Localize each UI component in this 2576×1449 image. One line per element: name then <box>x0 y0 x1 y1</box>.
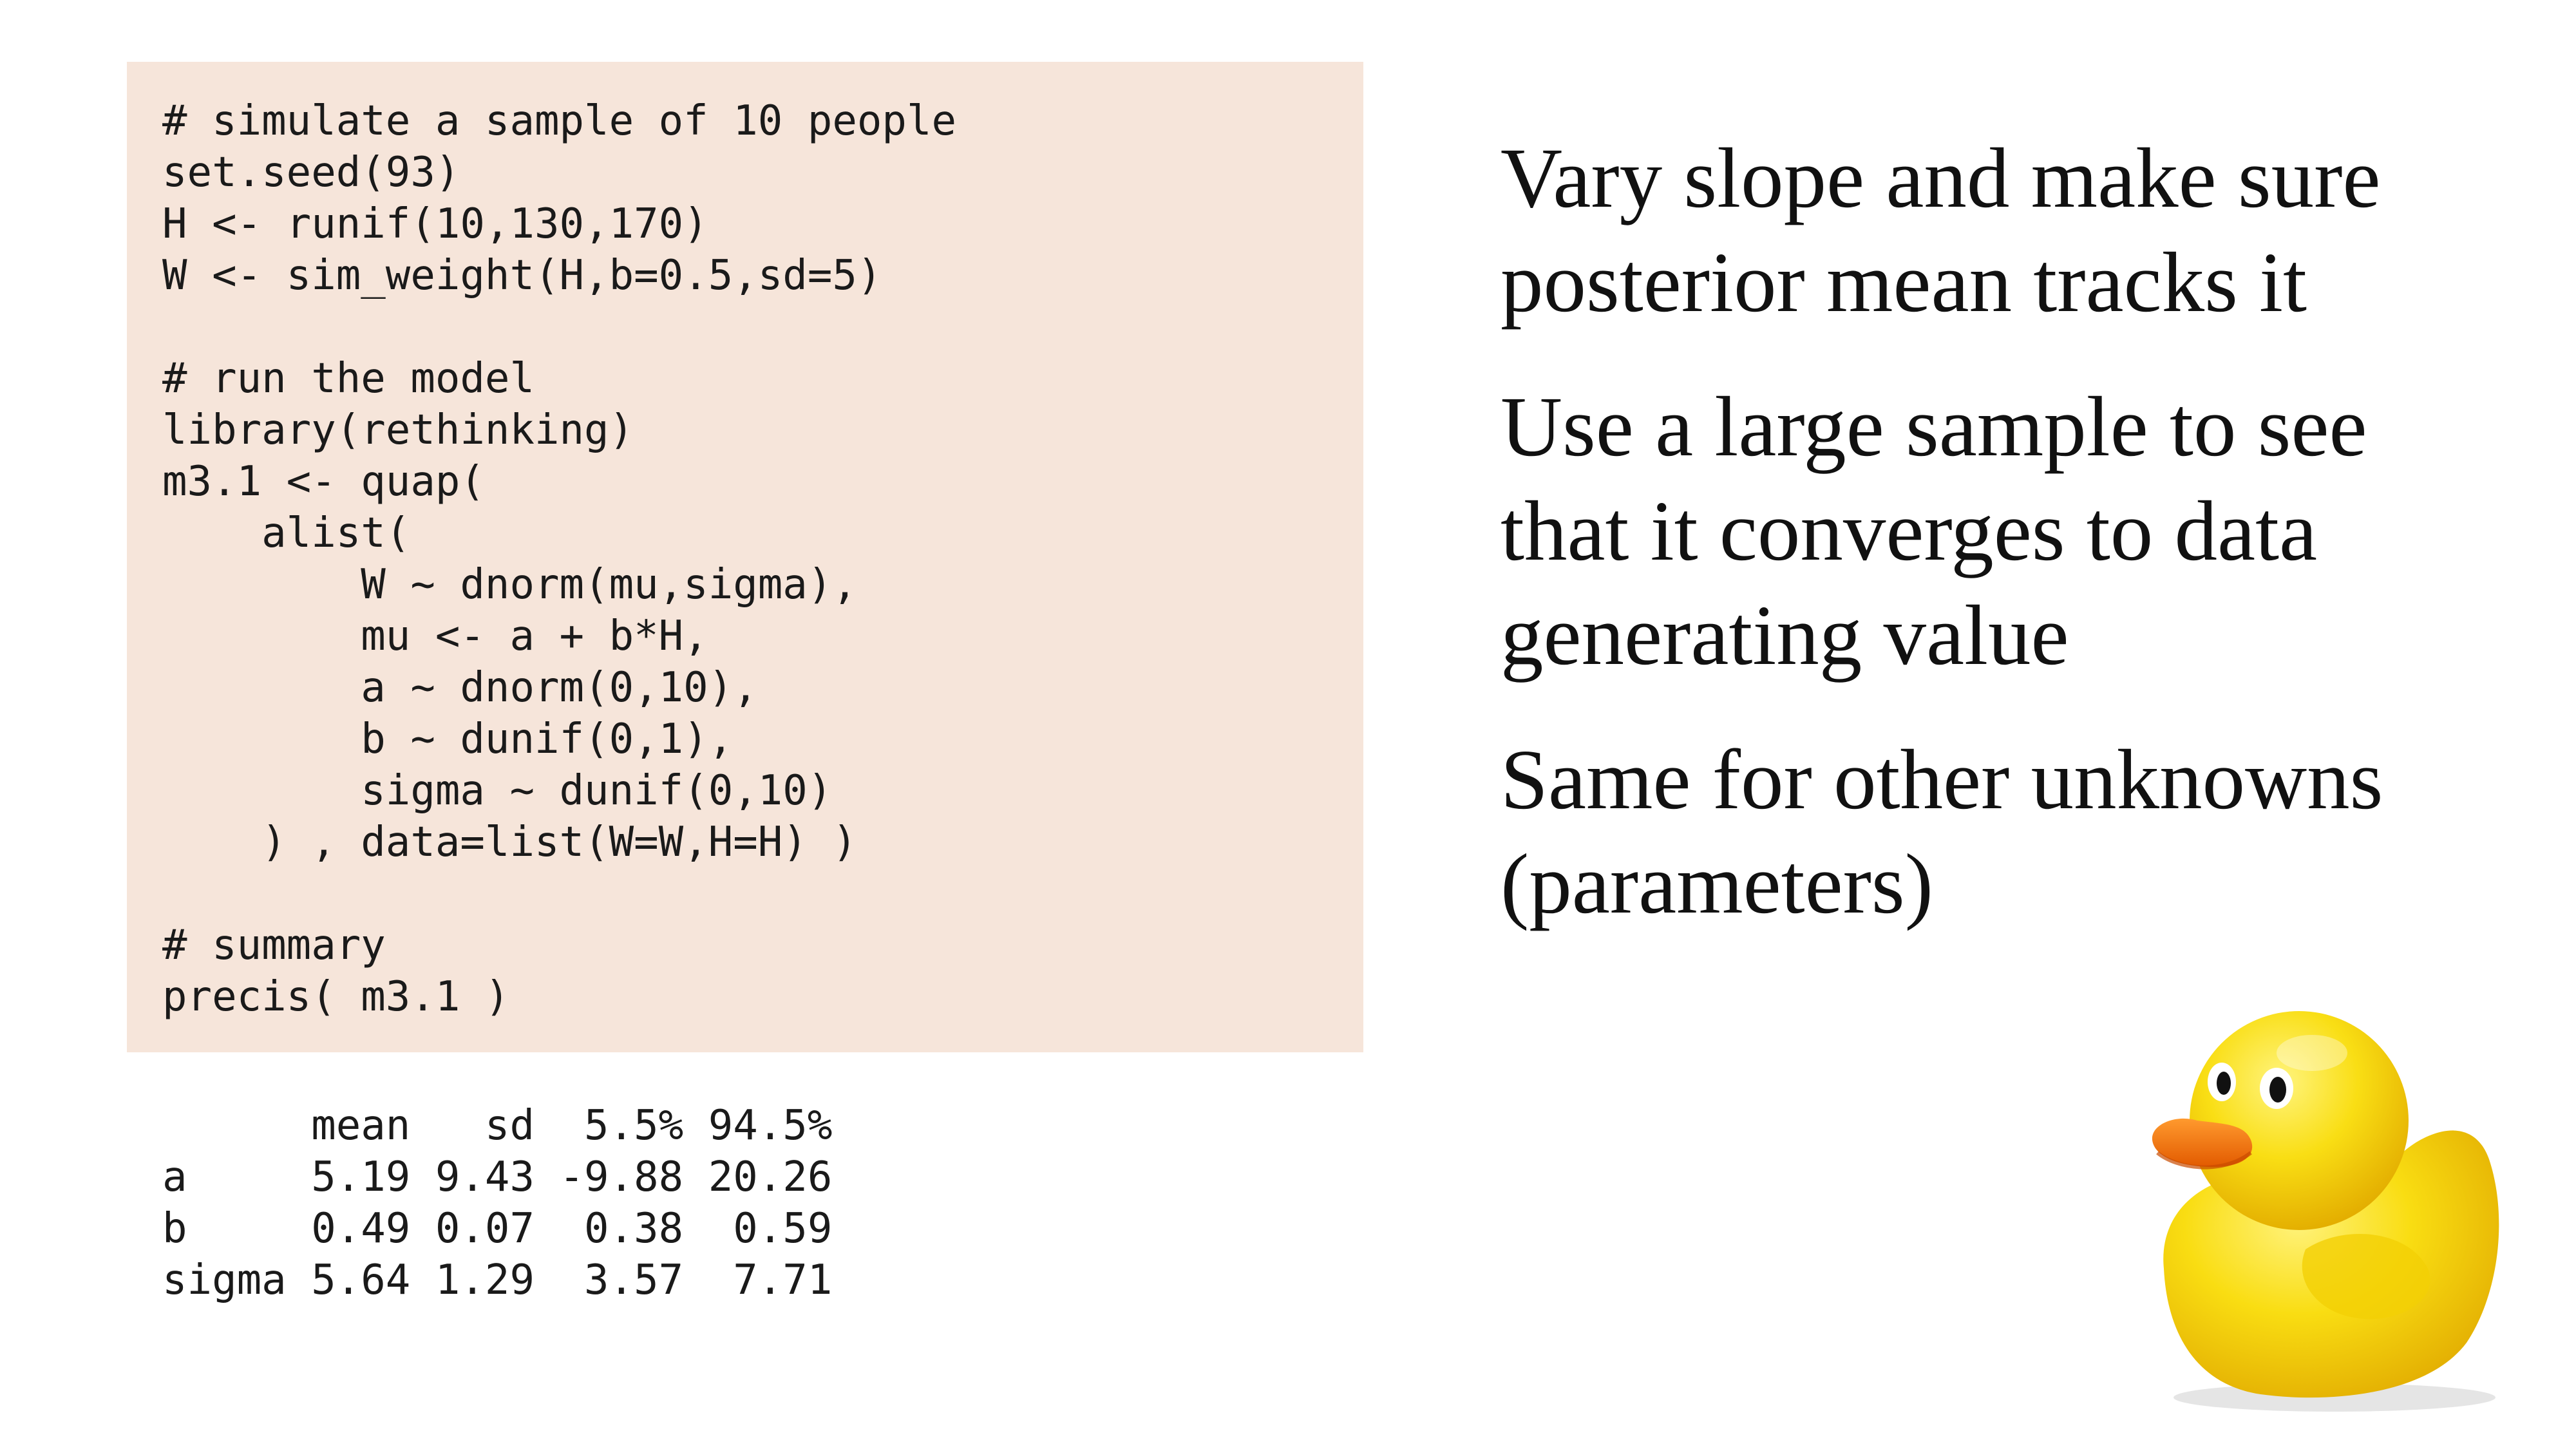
code-line: alist( <box>162 509 411 557</box>
output-header: mean sd 5.5% 94.5% <box>162 1102 833 1150</box>
bullet-list: Vary slope and make sure posterior mean … <box>1501 126 2467 976</box>
code-line <box>162 868 956 920</box>
precis-output: mean sd 5.5% 94.5% a 5.19 9.43 -9.88 20.… <box>162 1100 832 1306</box>
output-row: b 0.49 0.07 0.38 0.59 <box>162 1205 833 1253</box>
bullet-other-unknowns: Same for other unknowns (parameters) <box>1501 727 2467 936</box>
bullet-line: generating value <box>1501 587 2069 683</box>
output-row: a 5.19 9.43 -9.88 20.26 <box>162 1153 833 1201</box>
bullet-line: Same for other unknowns <box>1501 732 2383 827</box>
code-line: W <- sim_weight(H,b=0.5,sd=5) <box>162 252 882 299</box>
code-line <box>162 301 956 353</box>
code-line: set.seed(93) <box>162 149 460 196</box>
code-line: library(rethinking) <box>162 406 634 454</box>
bullet-line: posterior mean tracks it <box>1501 234 2307 330</box>
bullet-line: Vary slope and make sure <box>1501 130 2381 225</box>
bullet-large-sample: Use a large sample to see that it conver… <box>1501 374 2467 687</box>
code-line: ) , data=list(W=W,H=H) ) <box>162 819 857 866</box>
code-line: H <- runif(10,130,170) <box>162 200 708 248</box>
code-line: # simulate a sample of 10 people <box>162 97 956 145</box>
bullet-line: Use a large sample to see <box>1501 379 2367 474</box>
code-lines: # simulate a sample of 10 people set.see… <box>162 95 956 1023</box>
code-line: mu <- a + b*H, <box>162 612 708 660</box>
code-line: precis( m3.1 ) <box>162 973 510 1021</box>
code-line: sigma ~ dunif(0,10) <box>162 767 833 815</box>
code-line: # summary <box>162 922 386 969</box>
code-line: m3.1 <- quap( <box>162 458 485 506</box>
code-line: # run the model <box>162 355 535 402</box>
bullet-vary-slope: Vary slope and make sure posterior mean … <box>1501 126 2467 334</box>
code-line: a ~ dnorm(0,10), <box>162 664 758 712</box>
bullet-line: that it converges to data <box>1501 483 2318 578</box>
code-line: W ~ dnorm(mu,sigma), <box>162 561 857 609</box>
code-block: # simulate a sample of 10 people set.see… <box>127 62 1363 1052</box>
rubber-duck-icon <box>2152 1011 2499 1412</box>
output-row: sigma 5.64 1.29 3.57 7.71 <box>162 1256 833 1304</box>
code-line: b ~ dunif(0,1), <box>162 715 734 763</box>
bullet-line: (parameters) <box>1501 836 1933 931</box>
